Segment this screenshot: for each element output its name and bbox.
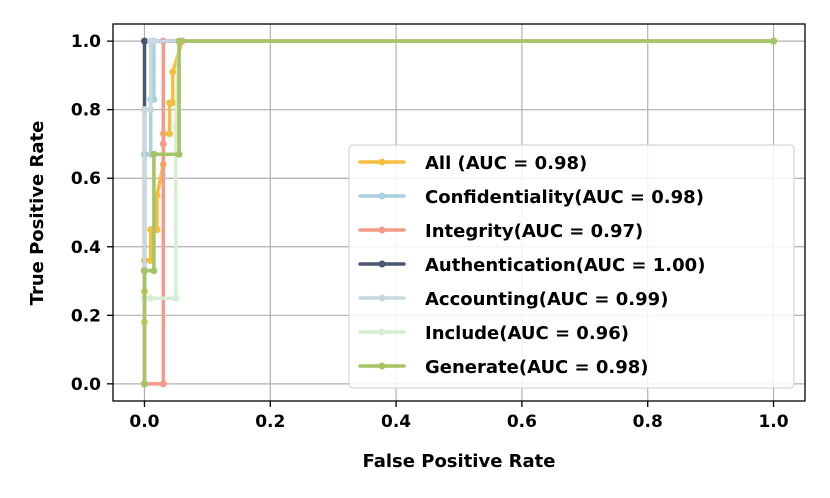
legend-label: Include(AUC = 0.96) <box>425 323 629 344</box>
series-point <box>770 37 778 45</box>
legend-label: All (AUC = 0.98) <box>425 153 587 174</box>
series-point <box>159 140 167 148</box>
plot-frame <box>112 23 806 402</box>
series-point <box>150 267 158 275</box>
legend-label: Authentication(AUC = 1.00) <box>425 255 705 276</box>
y-tick-label: 0.2 <box>71 306 101 326</box>
y-tick-label: 0.0 <box>71 375 101 395</box>
legend-box <box>348 144 795 389</box>
legend-item: Confidentiality(AUC = 0.98) <box>358 187 704 208</box>
series-point <box>147 106 155 114</box>
series-7 <box>140 37 778 388</box>
series-point <box>159 380 167 388</box>
legend-label: Accounting(AUC = 0.99) <box>425 289 668 310</box>
legend-marker <box>378 260 386 268</box>
legend-label: Generate(AUC = 0.98) <box>425 357 649 378</box>
series-point <box>150 150 158 158</box>
y-tick-label: 1.0 <box>71 32 101 52</box>
x-axis-label: False Positive Rate <box>363 451 556 472</box>
series-point <box>147 294 155 302</box>
series-point <box>140 106 148 114</box>
series-point <box>169 99 177 107</box>
legend-marker <box>378 226 386 234</box>
legend-label: Confidentiality(AUC = 0.98) <box>425 187 704 208</box>
legend-marker <box>378 192 386 200</box>
y-axis-label: True Positive Rate <box>27 121 48 306</box>
series-point <box>150 37 158 45</box>
legend-marker <box>378 328 386 336</box>
x-tick-label: 0.4 <box>381 412 411 432</box>
series-point <box>175 150 183 158</box>
legend-item: Integrity(AUC = 0.97) <box>358 221 643 242</box>
x-tick-label: 0.6 <box>507 412 537 432</box>
x-tick-label: 0.0 <box>129 412 159 432</box>
legend-item: Authentication(AUC = 1.00) <box>358 255 705 276</box>
series-point <box>140 380 148 388</box>
legend: All (AUC = 0.98) Confidentiality(AUC = 0.… <box>348 144 795 389</box>
series-point <box>140 267 148 275</box>
legend-marker <box>378 294 386 302</box>
series-point <box>140 37 148 45</box>
x-tick-label: 1.0 <box>758 412 788 432</box>
series-point <box>166 130 174 138</box>
legend-item: All (AUC = 0.98) <box>358 153 587 174</box>
y-tick-label: 0.4 <box>71 238 101 258</box>
legend-item: Accounting(AUC = 0.99) <box>358 289 668 310</box>
y-tick-label: 0.8 <box>71 101 101 121</box>
legend-marker <box>378 362 386 370</box>
ticks: 0.0 0.2 0.4 0.6 0.8 1.0 0.0 0.2 0.4 0.6 0.8 1.0 <box>71 32 789 432</box>
legend-marker <box>378 158 386 166</box>
series-point <box>175 37 183 45</box>
legend-item: Generate(AUC = 0.98) <box>358 357 649 378</box>
series-point <box>169 68 177 76</box>
series-point <box>172 294 180 302</box>
y-tick-label: 0.6 <box>71 169 101 189</box>
legend-label: Integrity(AUC = 0.97) <box>425 221 643 242</box>
x-tick-label: 0.8 <box>633 412 663 432</box>
x-tick-label: 0.2 <box>255 412 285 432</box>
legend-item: Include(AUC = 0.96) <box>358 323 629 344</box>
series-layer <box>140 37 778 388</box>
